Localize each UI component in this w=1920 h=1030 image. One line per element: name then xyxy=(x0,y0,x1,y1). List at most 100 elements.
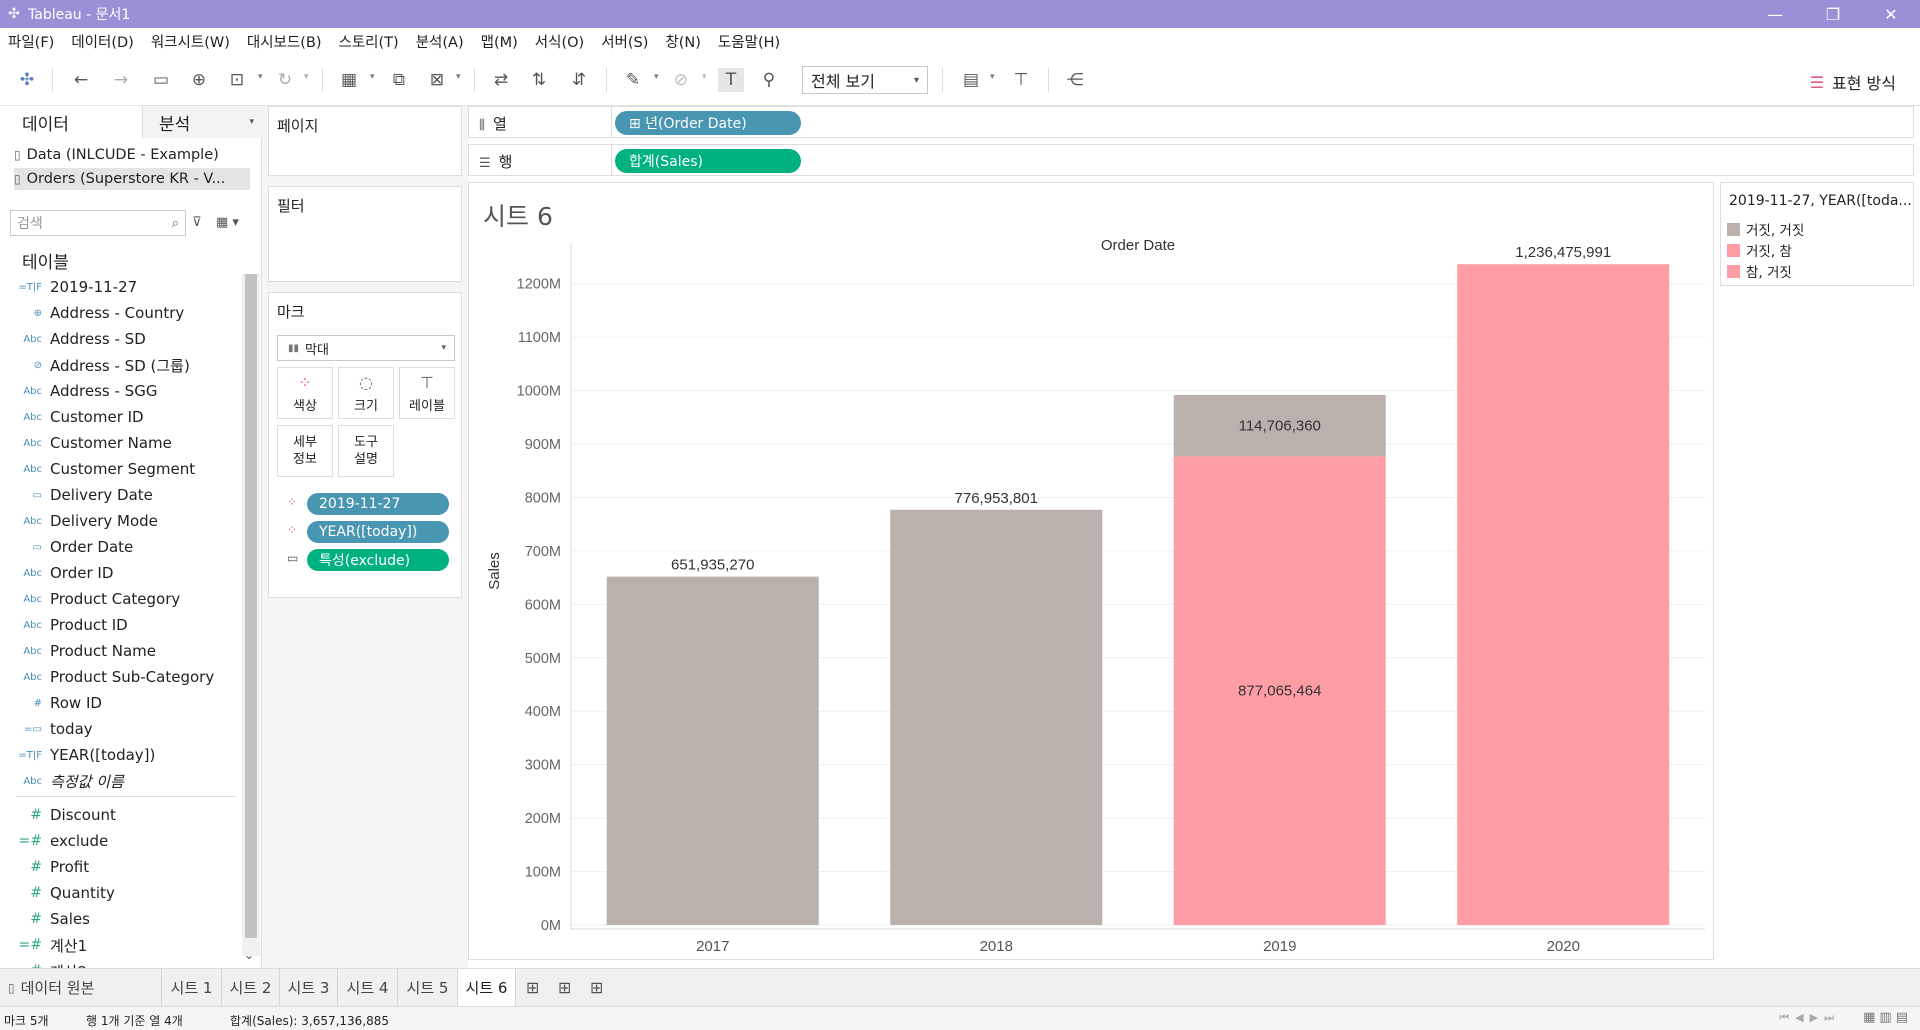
chevron-down-icon[interactable]: ▾ xyxy=(456,72,461,82)
field-item[interactable]: =# 계산1 xyxy=(0,932,240,958)
chevron-down-icon[interactable]: ▾ xyxy=(654,72,659,82)
columns-shelf[interactable]: ⫼ 열 ⊞ 년(Order Date) xyxy=(468,106,1914,138)
field-item[interactable]: ▭ Order Date xyxy=(0,534,240,560)
color-button[interactable]: ⁘ 색상 xyxy=(277,367,333,419)
tab-data[interactable]: 데이터 xyxy=(0,106,143,138)
sort-descending-icon[interactable]: ⇵ xyxy=(571,70,587,90)
refresh-icon[interactable]: ↻ xyxy=(277,70,293,90)
search-input[interactable]: 검색 ⌕ xyxy=(10,210,186,236)
field-item[interactable]: Abc Order ID xyxy=(0,560,240,586)
columns-pill[interactable]: ⊞ 년(Order Date) xyxy=(615,111,801,135)
swap-rows-columns-icon[interactable]: ⇄ xyxy=(493,70,509,90)
tab-sheet-1[interactable]: 시트 1 xyxy=(162,969,222,1006)
new-worksheet-icon[interactable]: ▦ xyxy=(340,70,358,90)
mark-pill[interactable]: 특성(exclude) xyxy=(307,549,449,571)
sort-ascending-icon[interactable]: ⇅ xyxy=(531,70,547,90)
menu-window[interactable]: 창(N) xyxy=(665,34,701,51)
menu-help[interactable]: 도움말(H) xyxy=(717,34,781,51)
show-me-button[interactable]: ☰ 표현 방식 xyxy=(1810,70,1896,94)
field-item[interactable]: Abc Product Category xyxy=(0,586,240,612)
field-item[interactable]: ▭ Delivery Date xyxy=(0,482,240,508)
field-list-scrollbar[interactable]: ⌄ xyxy=(242,274,260,962)
rows-pill[interactable]: 합계(Sales) xyxy=(615,149,801,173)
scrollbar-thumb[interactable] xyxy=(245,274,257,938)
menu-dashboard[interactable]: 대시보드(B) xyxy=(246,34,322,51)
menu-format[interactable]: 서식(O) xyxy=(534,34,585,51)
sheet-view-icons[interactable]: ▦▥▤ xyxy=(1863,1010,1912,1025)
field-item[interactable]: Abc 측정값 이름 xyxy=(0,768,240,794)
field-item[interactable]: Abc Address - SGG xyxy=(0,378,240,404)
duplicate-sheet-icon[interactable]: ⧉ xyxy=(392,70,406,90)
menu-file[interactable]: 파일(F) xyxy=(8,34,55,51)
tab-sheet-4[interactable]: 시트 4 xyxy=(338,969,398,1006)
tab-sheet-6[interactable]: 시트 6 xyxy=(458,969,516,1006)
legend-item[interactable]: 거짓, 거짓 xyxy=(1727,219,1804,239)
mark-pill[interactable]: YEAR([today]) xyxy=(307,521,449,543)
view-options-icon[interactable]: ▦ ▾ xyxy=(216,215,239,230)
restore-button[interactable]: ❐ xyxy=(1825,4,1841,24)
field-item[interactable]: Abc Product Sub-Category xyxy=(0,664,240,690)
chevron-down-icon[interactable]: ▾ xyxy=(702,72,707,82)
save-icon[interactable]: ▭ xyxy=(152,70,170,90)
field-item[interactable]: # Profit xyxy=(0,854,240,880)
chevron-down-icon[interactable]: ▾ xyxy=(370,72,375,82)
group-members-icon[interactable]: ⊘ xyxy=(673,70,689,90)
sheet-navigation-icon[interactable]: ⏮◀▶⏭ xyxy=(1779,1011,1840,1024)
menu-server[interactable]: 서버(S) xyxy=(601,34,649,51)
new-dashboard-icon[interactable]: ⊞ xyxy=(558,978,572,997)
field-item[interactable]: Abc Product ID xyxy=(0,612,240,638)
rows-shelf[interactable]: ☰ 행 합계(Sales) xyxy=(468,144,1914,176)
menu-story[interactable]: 스토리(T) xyxy=(338,34,399,51)
undo-icon[interactable]: ← xyxy=(73,70,89,90)
menu-worksheet[interactable]: 워크시트(W) xyxy=(150,34,230,51)
show-cards-icon[interactable]: ▤ xyxy=(962,70,980,90)
field-item[interactable]: Abc Product Name xyxy=(0,638,240,664)
label-button[interactable]: ⊤ 레이블 xyxy=(399,367,455,419)
filters-card[interactable]: 필터 xyxy=(268,186,462,282)
tab-sheet-3[interactable]: 시트 3 xyxy=(280,969,338,1006)
minimize-button[interactable]: — xyxy=(1767,4,1783,24)
tab-sheet-5[interactable]: 시트 5 xyxy=(398,969,458,1006)
field-item[interactable]: =# exclude xyxy=(0,828,240,854)
menu-data[interactable]: 데이터(D) xyxy=(71,34,134,51)
field-item[interactable]: Abc Customer Segment xyxy=(0,456,240,482)
fix-axes-icon[interactable]: ⚲ xyxy=(762,70,776,90)
chevron-down-icon[interactable]: ⌄ xyxy=(244,948,255,962)
chevron-down-icon[interactable]: ▾ xyxy=(258,72,263,82)
field-item[interactable]: =T|F 2019-11-27 xyxy=(0,274,240,300)
tab-analysis[interactable]: 분석 ▾ xyxy=(143,106,262,138)
pause-updates-icon[interactable]: ⊡ xyxy=(229,70,245,90)
chevron-down-icon[interactable]: ▾ xyxy=(990,72,995,82)
fit-dropdown[interactable]: 전체 보기 ▾ xyxy=(802,66,928,94)
legend-item[interactable]: 거짓, 참 xyxy=(1727,240,1792,260)
redo-icon[interactable]: → xyxy=(113,70,129,90)
menu-analysis[interactable]: 분석(A) xyxy=(415,34,464,51)
field-item[interactable]: ⊕ Address - Country xyxy=(0,300,240,326)
field-item[interactable]: Abc Customer ID xyxy=(0,404,240,430)
new-worksheet-icon[interactable]: ⊞ xyxy=(526,978,540,997)
show-mark-labels-icon[interactable]: T xyxy=(718,68,744,92)
mark-type-dropdown[interactable]: ▮▮ 막대 ▾ xyxy=(277,335,455,361)
field-item[interactable]: =T|F YEAR([today]) xyxy=(0,742,240,768)
highlight-icon[interactable]: ✎ xyxy=(625,70,641,90)
mark-pill[interactable]: 2019-11-27 xyxy=(307,493,449,515)
field-item[interactable]: Abc Customer Name xyxy=(0,430,240,456)
presentation-mode-icon[interactable]: ⊤ xyxy=(1013,70,1029,90)
field-item[interactable]: # Row ID xyxy=(0,690,240,716)
field-item[interactable]: Abc Delivery Mode xyxy=(0,508,240,534)
filter-icon[interactable]: ⊽ xyxy=(192,215,202,230)
datasource-item-selected[interactable]: ▯ Orders (Superstore KR - V... xyxy=(14,168,250,190)
size-button[interactable]: ◌ 크기 xyxy=(338,367,394,419)
tab-sheet-2[interactable]: 시트 2 xyxy=(222,969,280,1006)
clear-sheet-icon[interactable]: ⊠ xyxy=(429,70,445,90)
tooltip-button[interactable]: 도구 설명 xyxy=(338,425,394,477)
chevron-down-icon[interactable]: ▾ xyxy=(304,72,309,82)
tableau-home-icon[interactable]: ✣ xyxy=(19,70,35,90)
menu-map[interactable]: 맵(M) xyxy=(480,34,518,51)
new-story-icon[interactable]: ⊞ xyxy=(590,978,604,997)
field-item[interactable]: Abc Address - SD xyxy=(0,326,240,352)
detail-button[interactable]: 세부 정보 xyxy=(277,425,333,477)
pages-card[interactable]: 페이지 xyxy=(268,106,462,176)
field-item[interactable]: =▭ today xyxy=(0,716,240,742)
field-item[interactable]: # Sales xyxy=(0,906,240,932)
